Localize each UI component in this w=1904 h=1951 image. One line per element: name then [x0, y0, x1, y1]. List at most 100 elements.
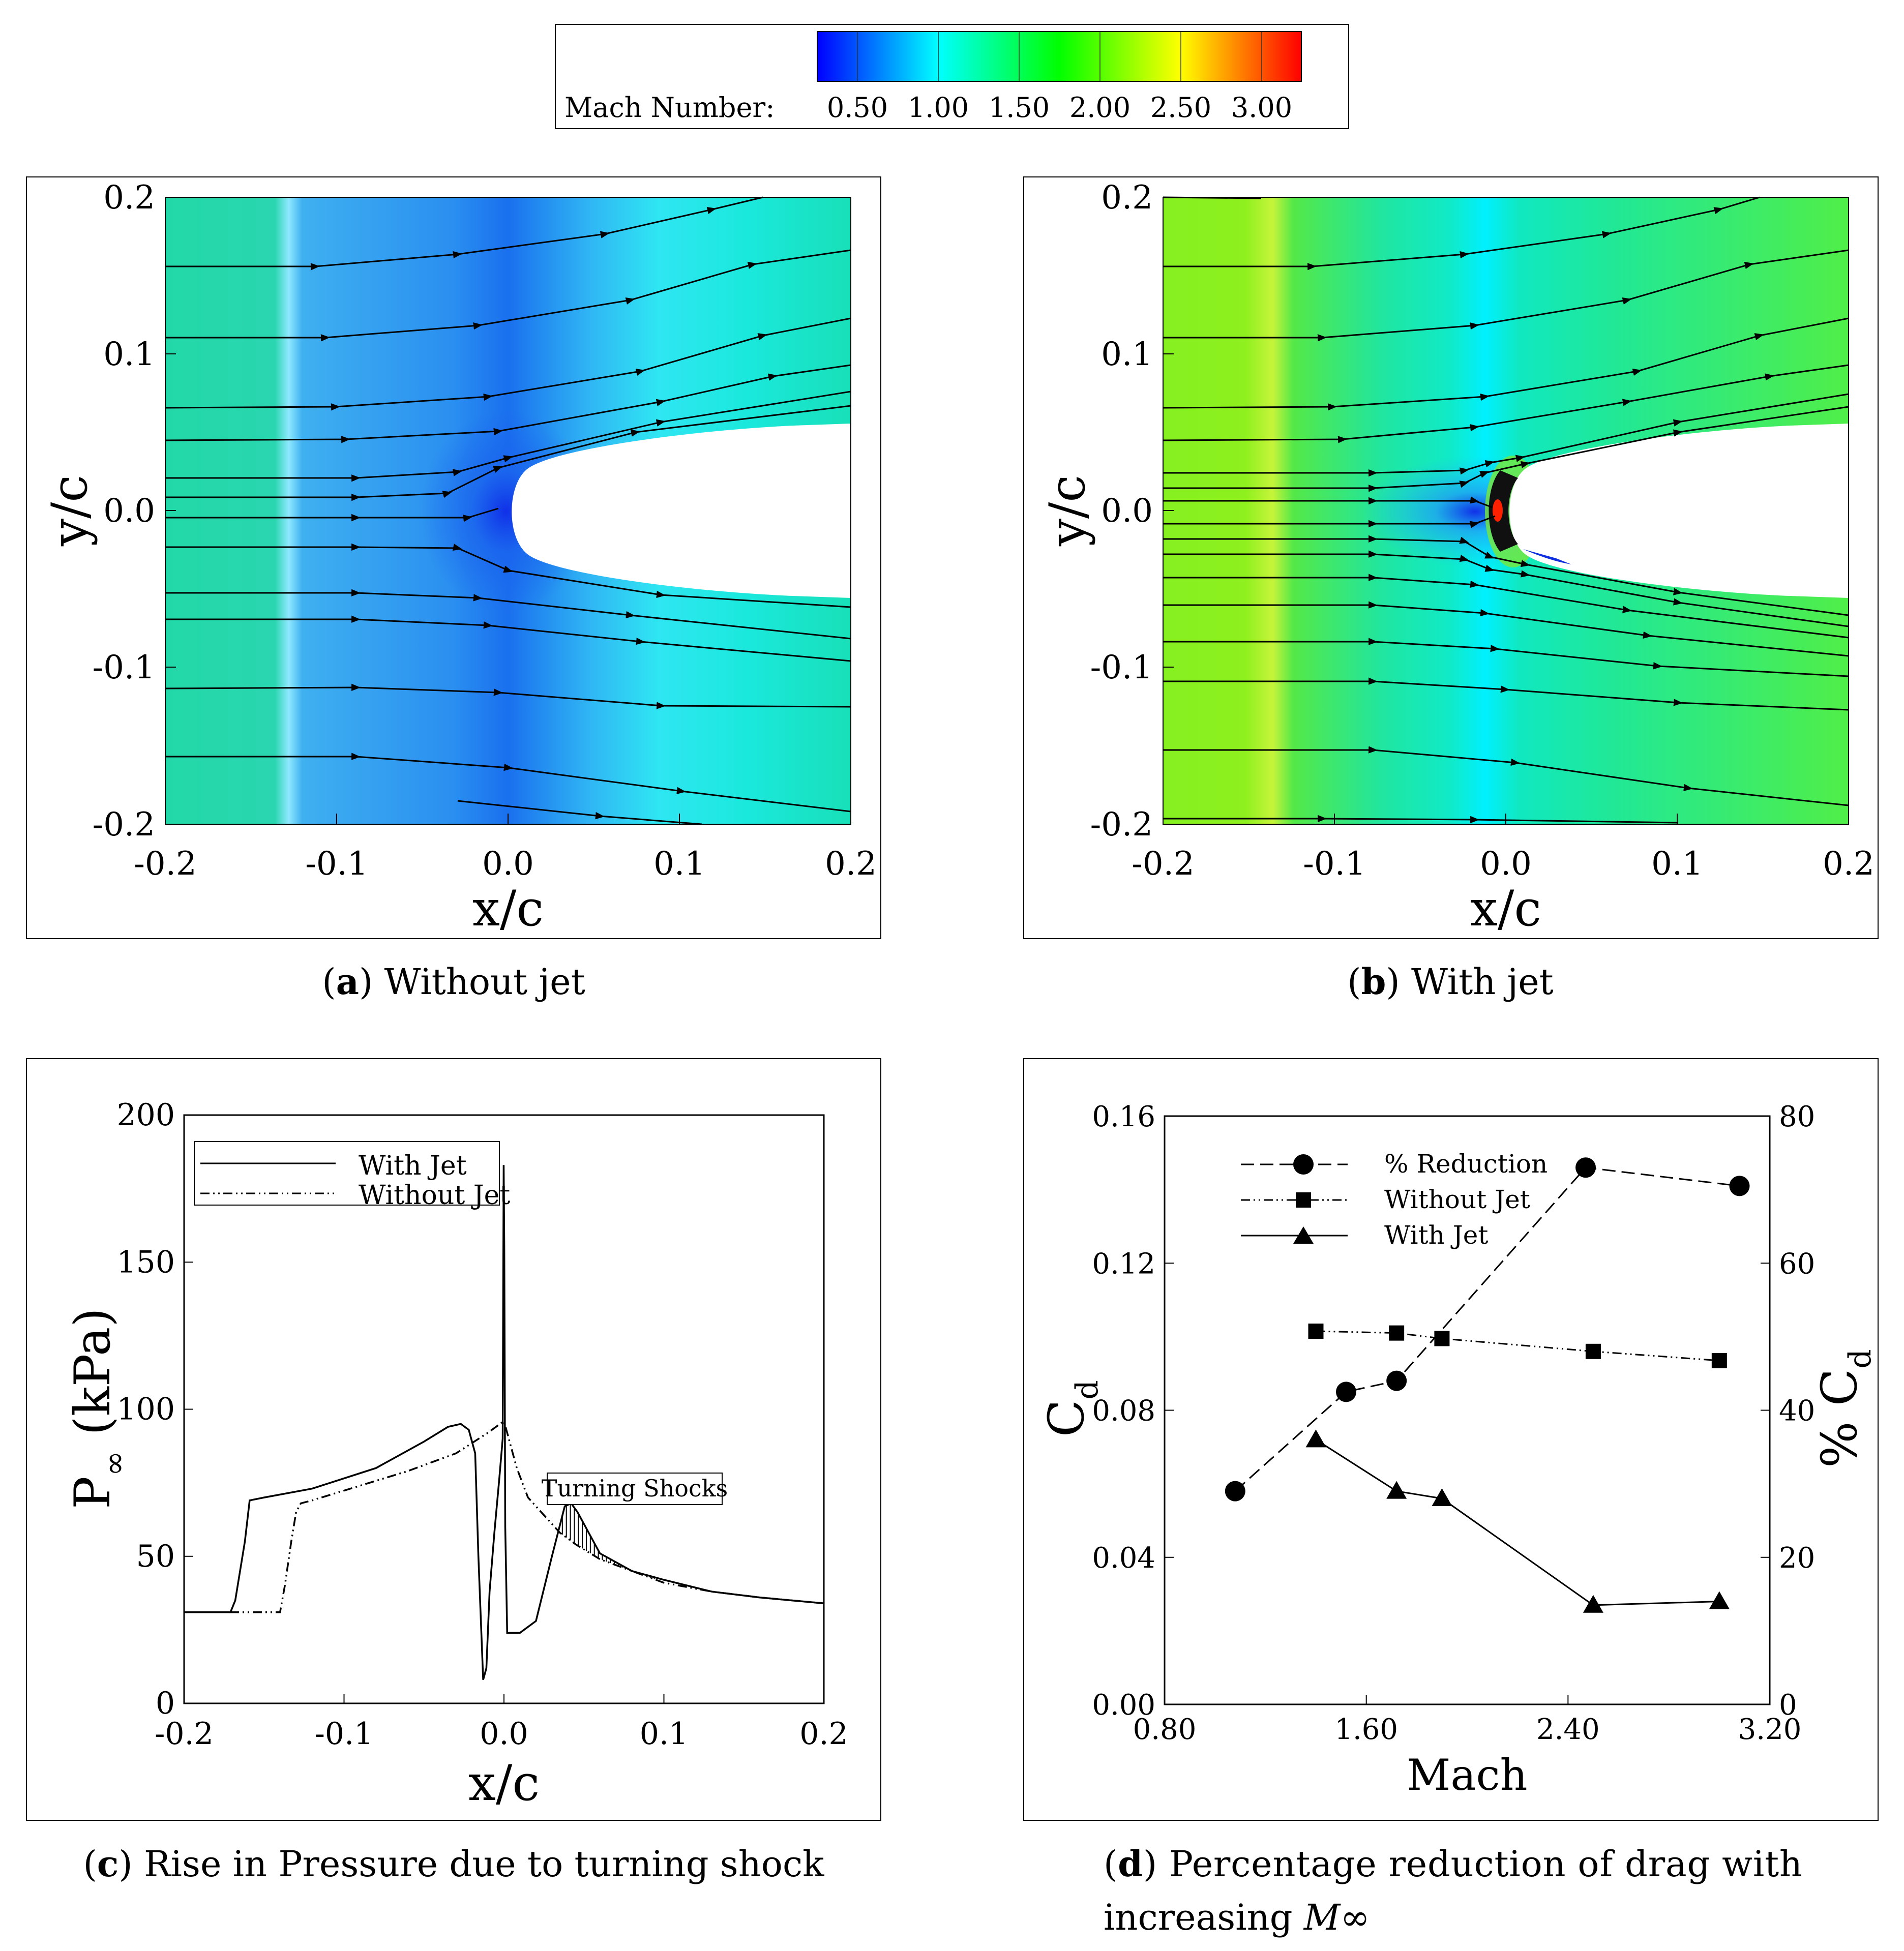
colorbar-tick: 1.00 — [908, 92, 969, 124]
panel-d-legend-label: Without Jet — [1384, 1185, 1530, 1214]
panel-b-ytick: 0.0 — [1101, 492, 1153, 530]
panel-b-xlabel: x/c — [1470, 880, 1541, 937]
panel-c-legend-label: Without Jet — [359, 1180, 510, 1211]
panel-a-xtick: 0.1 — [653, 845, 705, 883]
panel-c-xtick-label: -0.2 — [155, 1716, 214, 1752]
panel-d-legend: % Reduction Without Jet With Jet — [1241, 1149, 1548, 1250]
panel-b: 0.2 0.1 0.0 -0.1 -0.2 -0.2 -0.1 0.0 0.1 … — [1023, 176, 1879, 939]
panel-d-ytick-left-label: 0.16 — [1092, 1100, 1155, 1133]
panel-c-ticks — [184, 1115, 824, 1704]
colorbar-tick: 2.50 — [1150, 92, 1211, 124]
panel-c-xlabel: x/c — [468, 1755, 540, 1812]
panel-a-streamlines — [165, 196, 851, 825]
panel-c-line-without-jet — [184, 1419, 824, 1613]
panel-a-ytick: -0.1 — [93, 649, 155, 686]
panel-d-series — [1225, 1157, 1750, 1613]
panel-c-ylabel: P∞ (kPa) — [64, 1308, 132, 1509]
colorbar-tick: 3.00 — [1231, 92, 1292, 124]
panel-d-ytick-left-label: 0.08 — [1092, 1395, 1155, 1428]
panel-d-ylabel-left: Cd — [1038, 1380, 1105, 1437]
panel-c-line-with-jet — [184, 1165, 824, 1680]
panel-c-series — [184, 1165, 824, 1680]
panel-b-ytick: 0.1 — [1101, 336, 1153, 373]
panel-d-xlabel: Mach — [1407, 1750, 1527, 1800]
panel-d-xtick-label: 0.80 — [1133, 1713, 1197, 1746]
panel-c-ytick-label: 150 — [116, 1244, 175, 1280]
panel-b-caption: (b) With jet — [1347, 961, 1554, 1003]
panel-b-ytick: -0.1 — [1090, 649, 1153, 686]
panel-c-xtick-label: 0.2 — [799, 1716, 848, 1752]
panel-a-xtick: -0.2 — [134, 845, 196, 883]
panel-b-ticks — [1163, 353, 1678, 824]
panel-a-ytick: 0.1 — [103, 336, 155, 373]
panel-a-ylabel: y/c — [41, 475, 98, 547]
panel-d-ylabel-right: % Cd — [1811, 1349, 1878, 1468]
panel-a: 0.2 0.1 0.0 -0.1 -0.2 -0.2 -0.1 0.0 0.1 … — [26, 176, 881, 939]
panel-c-tick-labels: -0.2 -0.1 0.0 0.1 0.2 0 50 100 150 200 — [116, 1097, 848, 1752]
panel-b-xtick: -0.1 — [1303, 845, 1365, 883]
colorbar-divisions — [857, 32, 1262, 81]
panel-a-ytick: 0.2 — [103, 179, 155, 217]
panel-d-legend-marker-with-jet — [1293, 1226, 1314, 1244]
panel-b-ylabel: y/c — [1039, 475, 1096, 547]
panel-d-xtick-label: 3.20 — [1738, 1713, 1802, 1746]
panel-b-xtick: 0.2 — [1823, 845, 1875, 883]
panel-d: 0.80 1.60 2.40 3.20 0.00 0.04 0.08 0.12 0.16 0 20 4… — [1023, 1058, 1879, 1821]
panel-d-legend-label: With Jet — [1384, 1220, 1488, 1250]
panel-a-xtick: 0.0 — [482, 845, 534, 883]
panel-c-caption: (c) Rise in Pressure due to turning shoc… — [83, 1843, 824, 1885]
panel-d-xtick-label: 2.40 — [1536, 1713, 1600, 1746]
panel-a-ticks — [165, 197, 680, 824]
panel-a-xtick: 0.2 — [825, 845, 877, 883]
panel-d-marker-without-jet — [1389, 1325, 1405, 1341]
panel-d-marker-without-jet — [1711, 1353, 1727, 1368]
colorbar-tick: 1.50 — [989, 92, 1050, 124]
panel-d-marker-without-jet — [1585, 1343, 1601, 1359]
panel-d-xtick-label: 1.60 — [1334, 1713, 1398, 1746]
panel-b-streamlines — [1163, 196, 1849, 824]
panel-d-ytick-right-label: 40 — [1779, 1395, 1815, 1428]
panel-b-xtick: -0.2 — [1132, 845, 1194, 883]
panel-d-caption: (d) Percentage reduction of drag with — [1104, 1843, 1802, 1885]
panel-d-marker-pct-reduction — [1225, 1481, 1245, 1502]
panel-c-legend-label: With Jet — [359, 1151, 467, 1181]
colorbar-tick: 2.00 — [1069, 92, 1130, 124]
colorbar-label: Mach Number: — [564, 92, 775, 124]
panel-c-ytick-label: 100 — [116, 1392, 175, 1427]
panel-d-marker-with-jet — [1432, 1488, 1452, 1507]
panel-d-ticks — [1164, 1116, 1770, 1705]
panel-c-xtick-label: 0.1 — [640, 1716, 688, 1752]
panel-d-legend-label: % Reduction — [1384, 1149, 1548, 1179]
panel-d-marker-with-jet — [1583, 1595, 1603, 1613]
colorbar-gradient — [817, 31, 1302, 82]
panel-a-ytick: -0.2 — [93, 806, 155, 844]
panel-d-ytick-left-label: 0.04 — [1092, 1542, 1155, 1575]
panel-d-marker-pct-reduction — [1729, 1176, 1750, 1196]
panel-d-marker-without-jet — [1434, 1331, 1450, 1346]
panel-d-marker-with-jet — [1386, 1481, 1407, 1499]
panel-d-marker-pct-reduction — [1336, 1382, 1356, 1402]
panel-d-marker-pct-reduction — [1575, 1157, 1596, 1178]
panel-d-ytick-right-label: 80 — [1779, 1100, 1815, 1133]
panel-b-xtick: 0.1 — [1651, 845, 1703, 883]
panel-c-ytick-label: 0 — [156, 1686, 175, 1721]
panel-c: -0.2 -0.1 0.0 0.1 0.2 0 50 100 150 200 With Jet W… — [26, 1058, 881, 1821]
panel-d-ytick-left-label: 0.12 — [1092, 1247, 1155, 1280]
panel-d-ytick-right-label: 0 — [1779, 1689, 1797, 1722]
colorbar-tick: 0.50 — [827, 92, 888, 124]
panel-d-marker-with-jet — [1709, 1591, 1730, 1609]
panel-d-ytick-left-label: 0.00 — [1092, 1689, 1155, 1722]
panel-c-xtick-label: -0.1 — [315, 1716, 374, 1752]
panel-c-ytick-label: 50 — [136, 1539, 175, 1574]
panel-d-legend-marker-without-jet — [1296, 1192, 1311, 1208]
panel-c-legend-box — [194, 1141, 500, 1206]
panel-d-ytick-right-label: 60 — [1779, 1247, 1815, 1280]
panel-b-ytick: 0.2 — [1101, 179, 1153, 217]
panel-d-marker-with-jet — [1305, 1429, 1326, 1448]
panel-c-annotation: Turning Shocks — [542, 1475, 728, 1502]
panel-d-marker-without-jet — [1308, 1324, 1324, 1339]
panel-a-caption: (a) Without jet — [322, 961, 585, 1003]
colorbar-legend: Mach Number: 0.50 1.00 1.50 2.00 2.50 3.… — [555, 24, 1349, 129]
panel-d-marker-pct-reduction — [1386, 1370, 1407, 1391]
